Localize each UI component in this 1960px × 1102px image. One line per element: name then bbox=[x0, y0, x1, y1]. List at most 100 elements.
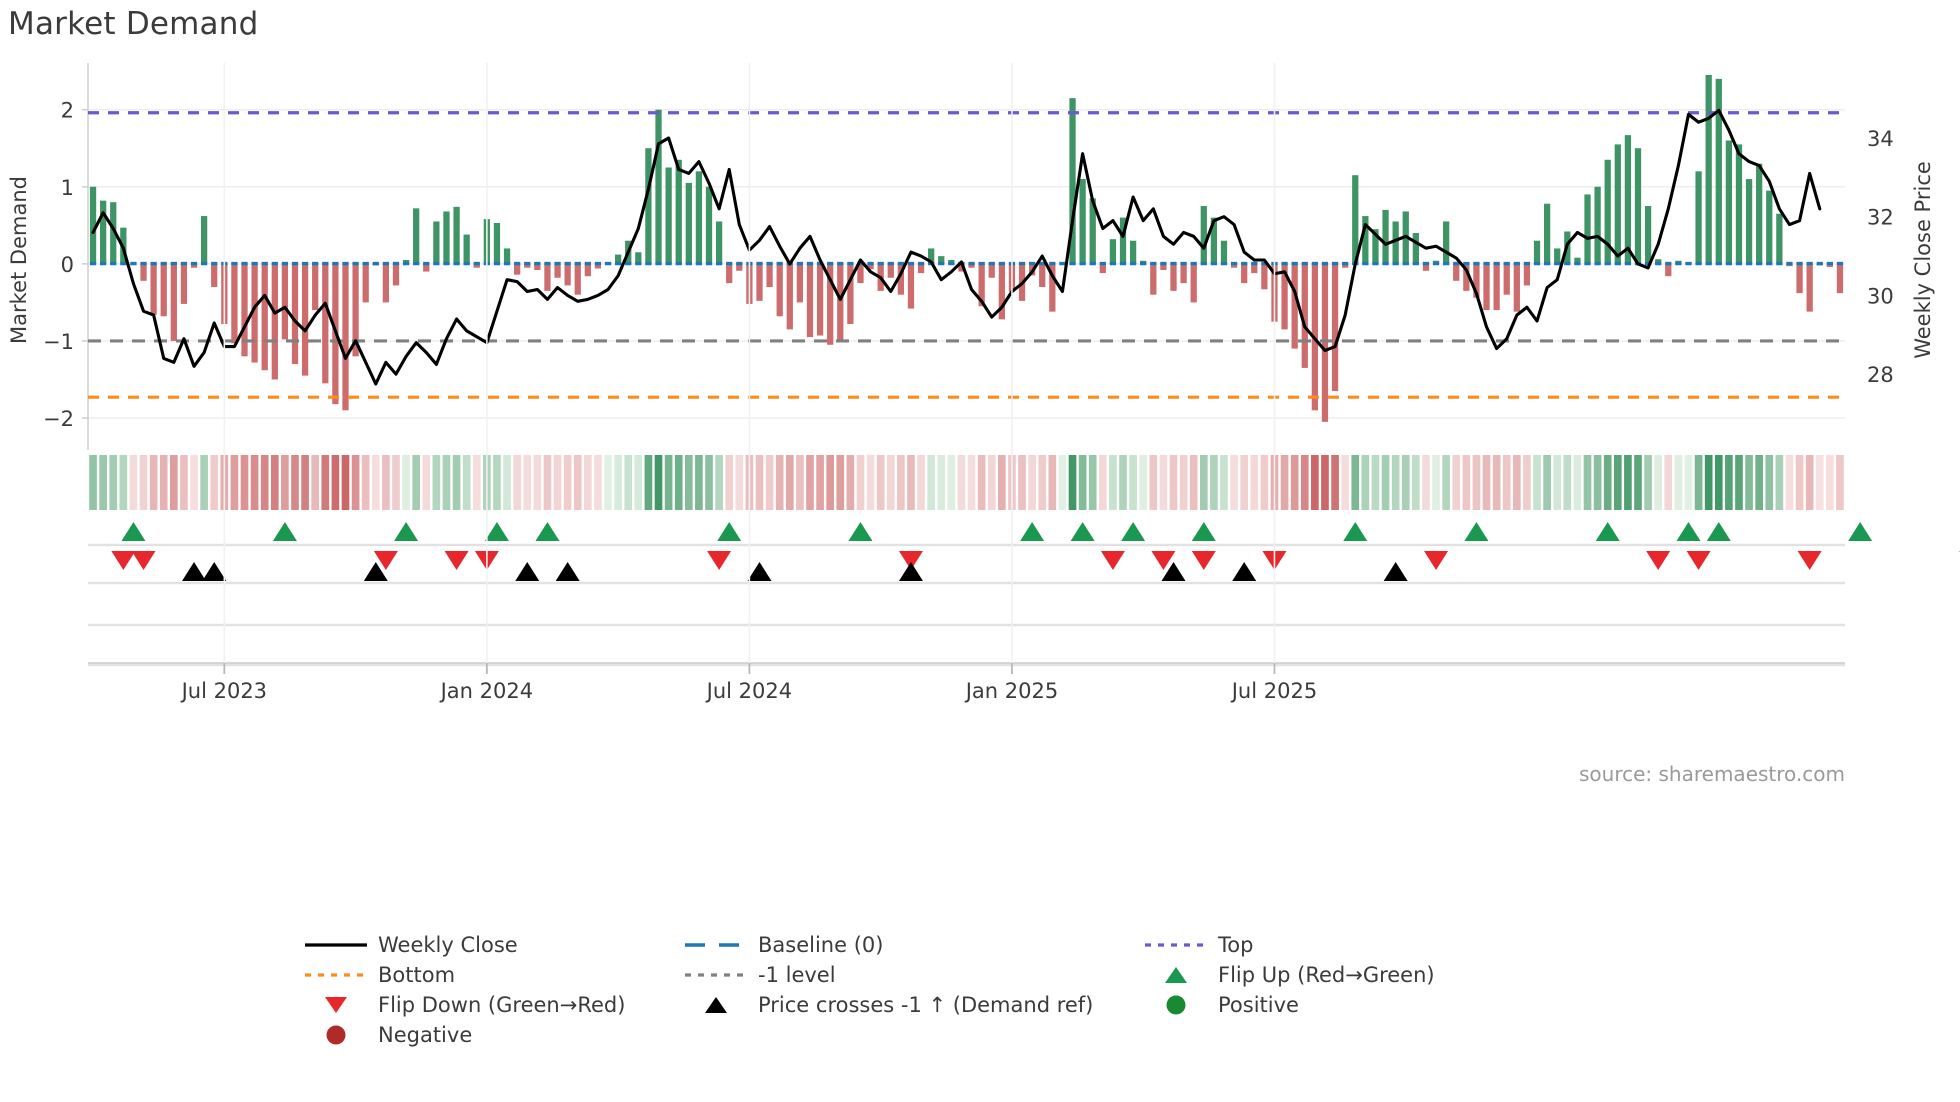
demand-bar bbox=[958, 263, 965, 272]
heatmap-cell bbox=[190, 455, 198, 510]
demand-bar bbox=[1160, 263, 1167, 271]
heatmap-cell bbox=[987, 455, 996, 510]
demand-bar bbox=[907, 263, 915, 309]
demand-bar bbox=[1725, 140, 1733, 264]
legend-item-flip-up-red-green[interactable]: Flip Up (Red→Green) bbox=[1140, 960, 1540, 990]
baseline-segment bbox=[1129, 261, 1137, 266]
baseline-segment bbox=[281, 261, 289, 266]
heatmap-cell bbox=[1179, 455, 1188, 510]
demand-bar bbox=[1584, 194, 1591, 264]
heatmap-cell bbox=[392, 455, 400, 510]
baseline-segment bbox=[1644, 261, 1652, 266]
x-tick-label: Jan 2024 bbox=[439, 679, 534, 703]
baseline-segment bbox=[1836, 261, 1844, 266]
baseline-segment bbox=[190, 261, 198, 266]
demand-bar bbox=[1422, 263, 1430, 271]
baseline-segment bbox=[1412, 261, 1419, 266]
demand-bar bbox=[1614, 144, 1621, 264]
demand-bar bbox=[1362, 216, 1369, 264]
legend-item-bottom[interactable]: Bottom bbox=[300, 960, 680, 990]
demand-bar bbox=[190, 263, 198, 268]
demand-bar bbox=[564, 263, 571, 286]
demand-bar bbox=[1695, 171, 1702, 264]
demand-bar bbox=[1321, 263, 1329, 422]
flip-up-marker bbox=[1595, 522, 1620, 541]
baseline-segment bbox=[1331, 261, 1339, 266]
flip-up-marker bbox=[272, 522, 297, 541]
heatmap-cell bbox=[674, 455, 683, 510]
legend-label: Top bbox=[1218, 933, 1254, 957]
demand-bar bbox=[1503, 263, 1510, 295]
heatmap-cell bbox=[695, 455, 703, 510]
right-tick-label: 30 bbox=[1867, 284, 1894, 308]
demand-bar bbox=[1392, 221, 1399, 264]
demand-bar bbox=[1150, 263, 1157, 295]
left-axis-label: Market Demand bbox=[7, 176, 31, 344]
weekly-close-path bbox=[91, 108, 1822, 386]
baseline-segment bbox=[847, 261, 854, 266]
heatmap-cell bbox=[907, 455, 915, 510]
baseline-segment bbox=[1230, 261, 1238, 266]
legend-item-1-level[interactable]: -1 level bbox=[680, 960, 1140, 990]
demand-bar bbox=[1796, 263, 1803, 294]
demand-bar bbox=[887, 263, 894, 278]
demand-bar bbox=[1180, 263, 1187, 284]
heatmap-cell bbox=[1704, 455, 1713, 510]
heatmap-cell bbox=[321, 455, 330, 510]
dashed-line-icon bbox=[680, 933, 752, 957]
demand-bar bbox=[988, 263, 995, 278]
legend-item-baseline-0[interactable]: Baseline (0) bbox=[680, 930, 1140, 960]
left-tick-label: 0 bbox=[61, 253, 74, 277]
baseline-segment bbox=[1523, 261, 1531, 266]
price-cross-up-marker bbox=[555, 562, 580, 581]
heatmap-cell bbox=[584, 455, 592, 510]
legend-item-top[interactable]: Top bbox=[1140, 930, 1540, 960]
legend-item-weekly-close[interactable]: Weekly Close bbox=[300, 930, 680, 960]
heatmap-cell bbox=[1563, 455, 1572, 510]
legend-label: Weekly Close bbox=[378, 933, 518, 957]
heatmap-cell bbox=[533, 455, 542, 510]
heatmap-cell bbox=[412, 455, 421, 510]
baseline-segment bbox=[655, 261, 662, 266]
flip-up-marker bbox=[1070, 522, 1095, 541]
demand-bar bbox=[1049, 263, 1056, 312]
baseline-segment bbox=[130, 261, 137, 266]
baseline-segment bbox=[887, 261, 894, 266]
heatmap-cell bbox=[806, 455, 814, 510]
flip-down-marker bbox=[373, 551, 398, 570]
legend-item-negative[interactable]: Negative bbox=[300, 1020, 680, 1050]
demand-bar bbox=[837, 263, 844, 341]
demand-bar bbox=[1301, 263, 1308, 368]
heatmap-cell bbox=[1189, 455, 1198, 510]
legend-item-flip-down-green-red[interactable]: Flip Down (Green→Red) bbox=[300, 990, 680, 1020]
baseline-segment bbox=[362, 261, 369, 266]
demand-bar bbox=[1513, 263, 1520, 312]
heatmap-cell bbox=[1391, 455, 1400, 510]
legend-label: Positive bbox=[1218, 993, 1299, 1017]
demand-bar bbox=[615, 254, 622, 264]
demand-bar bbox=[1826, 263, 1833, 267]
demand-bar bbox=[392, 263, 400, 286]
baseline-segment bbox=[766, 261, 773, 266]
heatmap-cell bbox=[1654, 455, 1663, 510]
flip-up-marker bbox=[717, 522, 742, 541]
legend-item-price-crosses-1-demand-ref[interactable]: Price crosses -1 ↑ (Demand ref) bbox=[680, 990, 1140, 1020]
demand-bar bbox=[413, 208, 420, 264]
baseline-segment bbox=[564, 261, 571, 266]
triangle-up-icon bbox=[680, 993, 752, 1017]
heatmap-cell bbox=[523, 455, 532, 510]
heatmap-cell bbox=[382, 455, 390, 510]
reference-lines bbox=[88, 111, 1845, 399]
demand-bar bbox=[1554, 248, 1561, 264]
heatmap-cell bbox=[341, 455, 350, 510]
demand-bar bbox=[554, 263, 561, 278]
heatmap-cell bbox=[1139, 455, 1148, 510]
x-axis: Jul 2023 Jan 2024 Jul 2024 Jan 2025 Jul 2025 bbox=[88, 63, 1845, 703]
heatmap-cell bbox=[442, 455, 451, 510]
right-tick-label: 32 bbox=[1867, 206, 1894, 230]
legend-item-positive[interactable]: Positive bbox=[1140, 990, 1540, 1020]
baseline-segment bbox=[1150, 261, 1157, 266]
baseline-segment bbox=[211, 261, 218, 266]
demand-bar bbox=[635, 252, 642, 264]
baseline-segment bbox=[584, 261, 591, 266]
